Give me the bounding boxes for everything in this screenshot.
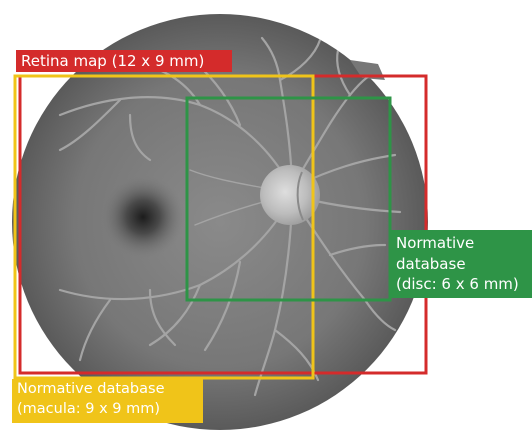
macula-label-line-1: Normative database bbox=[17, 381, 165, 397]
retina-map-label: Retina map (12 x 9 mm) bbox=[16, 50, 232, 72]
disc-database-label: Normative database (disc: 6 x 6 mm) bbox=[391, 230, 532, 298]
disc-label-line-1: Normative bbox=[396, 234, 475, 252]
retina-map-label-text: Retina map (12 x 9 mm) bbox=[21, 52, 205, 70]
macula-database-label: Normative database (macula: 9 x 9 mm) bbox=[12, 379, 203, 423]
optic-disc bbox=[260, 165, 320, 225]
disc-label-line-3: (disc: 6 x 6 mm) bbox=[396, 275, 519, 293]
macula bbox=[101, 175, 185, 259]
macula-label-line-2: (macula: 9 x 9 mm) bbox=[17, 400, 161, 417]
disc-label-line-2: database bbox=[396, 254, 466, 273]
macula-database-box bbox=[13, 74, 315, 380]
disc-database-box bbox=[185, 96, 392, 302]
